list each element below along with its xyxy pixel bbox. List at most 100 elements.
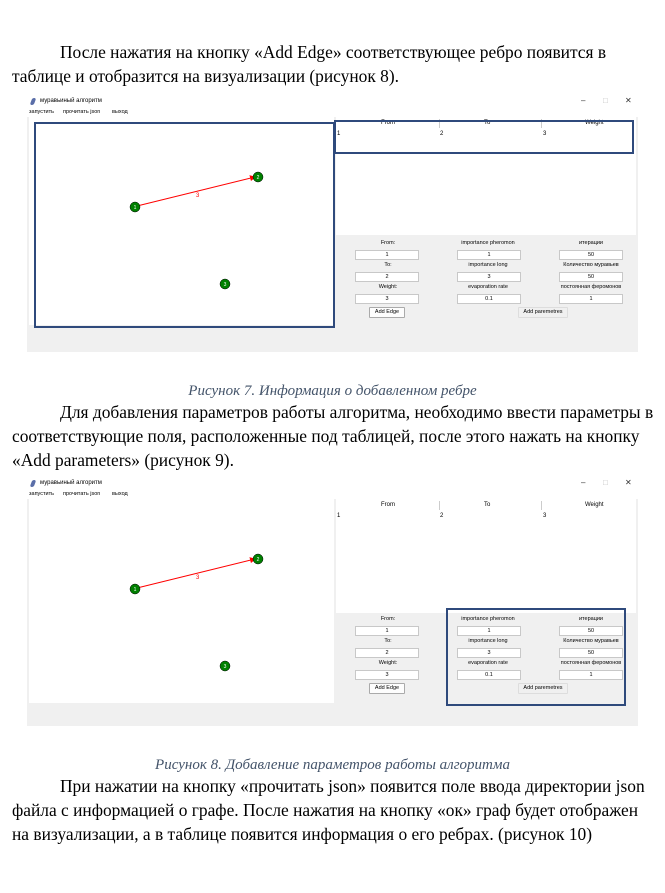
paragraph-2: Для добавления параметров работы алгорит… bbox=[12, 402, 654, 470]
screenshot-app-window-2: муравьиный алгоритм – □ ✕ запустить проч… bbox=[27, 478, 638, 726]
graph-canvas[interactable]: 3 1 2 3 bbox=[29, 499, 334, 703]
table-cell-from: 1 bbox=[337, 513, 341, 519]
feather-icon bbox=[29, 480, 37, 487]
table-header-weight: Weight bbox=[585, 120, 604, 126]
table-header-weight: Weight bbox=[585, 502, 604, 508]
parameters-highlight-frame bbox=[446, 608, 626, 706]
graph-edge-1-2 bbox=[136, 557, 256, 589]
graph-node-1-label: 1 bbox=[134, 587, 137, 593]
to-input[interactable]: 2 bbox=[355, 648, 419, 658]
ants-input[interactable]: 50 bbox=[559, 648, 623, 658]
window-title: муравьиный алгоритм bbox=[40, 98, 102, 104]
iterations-label: итерации bbox=[578, 240, 603, 246]
edges-table[interactable]: From To Weight 1 2 3 bbox=[336, 499, 636, 613]
evaporation-input[interactable]: 0.1 bbox=[457, 670, 521, 680]
table-header-to: To bbox=[484, 502, 491, 508]
iterations-input[interactable]: 50 bbox=[559, 250, 623, 260]
pheromon-input[interactable]: 1 bbox=[457, 250, 521, 260]
weight-input[interactable]: 3 bbox=[355, 294, 419, 304]
menu-exit[interactable]: выход bbox=[112, 491, 128, 497]
canvas-highlight-frame bbox=[34, 122, 335, 328]
pheromone-const-input[interactable]: 1 bbox=[559, 294, 623, 304]
maximize-button[interactable]: □ bbox=[603, 478, 608, 487]
pheromone-const-label: постоянная феромонов bbox=[560, 284, 622, 290]
pheromon-label: importance pheromon bbox=[461, 616, 515, 622]
table-cell-weight: 3 bbox=[543, 131, 547, 137]
graph-node-1-label: 1 bbox=[134, 205, 137, 211]
menu-bar: запустить прочитать json выход bbox=[27, 490, 638, 499]
figure-7-caption: Рисунок 7. Информация о добавленном ребр… bbox=[188, 383, 477, 399]
edges-table[interactable]: From To Weight 1 2 3 bbox=[336, 117, 636, 235]
menu-run[interactable]: запустить bbox=[29, 109, 54, 115]
menu-bar: запустить прочитать json выход bbox=[27, 108, 638, 117]
graph-node-3 bbox=[219, 278, 231, 290]
weight-label: Weight: bbox=[378, 284, 398, 290]
long-label: importance long bbox=[468, 638, 508, 644]
minimize-button[interactable]: – bbox=[581, 96, 586, 105]
close-button[interactable]: ✕ bbox=[625, 478, 632, 487]
weight-label: Weight: bbox=[378, 660, 398, 666]
add-parameters-button[interactable]: Add paremetres bbox=[518, 307, 568, 318]
add-edge-button[interactable]: Add Edge bbox=[369, 307, 405, 318]
add-parameters-button[interactable]: Add paremetres bbox=[518, 683, 568, 694]
title-bar: муравьиный алгоритм – □ ✕ bbox=[27, 478, 638, 490]
table-header-from: From bbox=[381, 502, 395, 508]
from-input[interactable]: 1 bbox=[355, 626, 419, 636]
evaporation-label: evaporation rate bbox=[468, 660, 508, 666]
to-label: To: bbox=[384, 262, 392, 268]
edge-weight-label: 3 bbox=[196, 193, 200, 199]
paragraph-3: При нажатии на кнопку «прочитать json» п… bbox=[12, 776, 645, 844]
graph-node-3-label: 3 bbox=[224, 664, 227, 670]
menu-read-json[interactable]: прочитать json bbox=[63, 109, 101, 115]
graph-node-2 bbox=[252, 553, 264, 565]
edge-weight-label: 3 bbox=[196, 575, 200, 581]
pheromone-const-label: постоянная феромонов bbox=[560, 660, 622, 666]
evaporation-label: evaporation rate bbox=[468, 284, 508, 290]
to-label: To: bbox=[384, 638, 392, 644]
iterations-label: итерации bbox=[578, 616, 603, 622]
menu-exit[interactable]: выход bbox=[112, 109, 128, 115]
add-edge-button[interactable]: Add Edge bbox=[369, 683, 405, 694]
title-bar: муравьиный алгоритм – □ ✕ bbox=[27, 96, 638, 108]
ants-label: Количество муравьев bbox=[563, 262, 619, 268]
window-title: муравьиный алгоритм bbox=[40, 480, 102, 486]
table-header-to: To bbox=[484, 120, 491, 126]
pheromone-const-input[interactable]: 1 bbox=[559, 670, 623, 680]
from-input[interactable]: 1 bbox=[355, 250, 419, 260]
graph-node-2 bbox=[252, 171, 264, 183]
table-cell-weight: 3 bbox=[543, 513, 547, 519]
long-input[interactable]: 3 bbox=[457, 272, 521, 282]
pheromon-label: importance pheromon bbox=[461, 240, 515, 246]
graph-node-2-label: 2 bbox=[257, 175, 260, 181]
to-input[interactable]: 2 bbox=[355, 272, 419, 282]
pheromon-input[interactable]: 1 bbox=[457, 626, 521, 636]
paragraph-1: После нажатия на кнопку «Add Edge» соотв… bbox=[12, 42, 607, 86]
menu-run[interactable]: запустить bbox=[29, 491, 54, 497]
ants-input[interactable]: 50 bbox=[559, 272, 623, 282]
graph-canvas[interactable]: 3 1 2 3 bbox=[29, 117, 334, 325]
long-label: importance long bbox=[468, 262, 508, 268]
table-highlight-frame bbox=[334, 120, 634, 154]
from-label: From: bbox=[380, 616, 396, 622]
close-button[interactable]: ✕ bbox=[625, 96, 632, 105]
table-header-from: From bbox=[381, 120, 395, 126]
minimize-button[interactable]: – bbox=[581, 478, 586, 487]
graph-node-3-label: 3 bbox=[224, 282, 227, 288]
table-cell-to: 2 bbox=[440, 513, 444, 519]
graph-node-3 bbox=[219, 660, 231, 672]
graph-node-1 bbox=[129, 201, 141, 213]
from-label: From: bbox=[380, 240, 396, 246]
graph-node-2-label: 2 bbox=[257, 557, 260, 563]
long-input[interactable]: 3 bbox=[457, 648, 521, 658]
iterations-input[interactable]: 50 bbox=[559, 626, 623, 636]
menu-read-json[interactable]: прочитать json bbox=[63, 491, 101, 497]
maximize-button[interactable]: □ bbox=[603, 96, 608, 105]
graph-edge-1-2 bbox=[136, 175, 256, 207]
feather-icon bbox=[29, 98, 37, 105]
evaporation-input[interactable]: 0.1 bbox=[457, 294, 521, 304]
weight-input[interactable]: 3 bbox=[355, 670, 419, 680]
ants-label: Количество муравьев bbox=[563, 638, 619, 644]
graph-svg: 3 1 2 3 bbox=[129, 553, 264, 672]
parameters-form: From: 1 To: 2 Weight: 3 Add Edge importa… bbox=[336, 238, 636, 328]
figure-8-caption: Рисунок 8. Добавление параметров работы … bbox=[155, 757, 510, 773]
